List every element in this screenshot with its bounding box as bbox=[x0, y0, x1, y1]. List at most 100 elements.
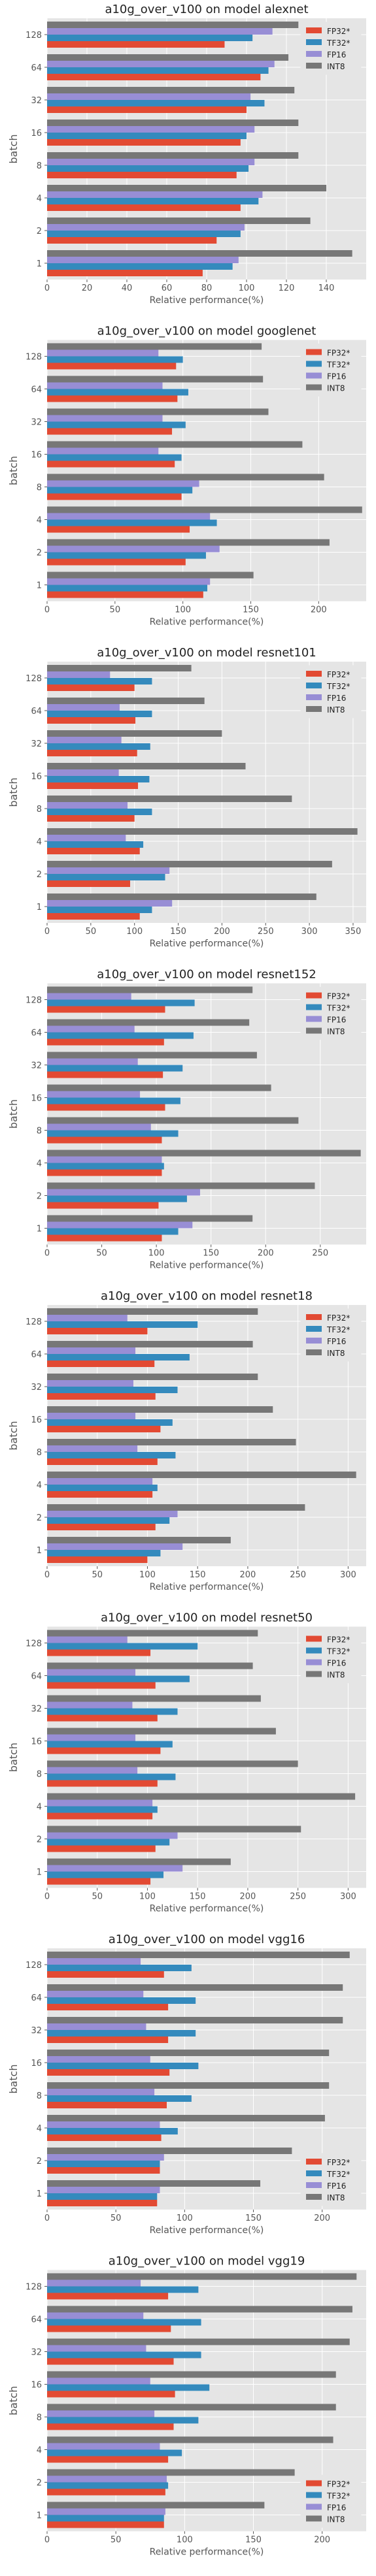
bar-FP32-batch-64 bbox=[47, 1038, 164, 1046]
x-tick-label: 50 bbox=[110, 605, 121, 615]
bar-FP32-batch-2 bbox=[47, 1202, 159, 1209]
bar-FP32-batch-4 bbox=[47, 2456, 169, 2463]
legend-label: INT8 bbox=[327, 2193, 345, 2202]
legend-label: TF32* bbox=[326, 682, 350, 691]
bar-FP32-batch-4 bbox=[47, 848, 140, 854]
bar-TF32-batch-2 bbox=[47, 874, 165, 880]
x-tick-label: 100 bbox=[175, 605, 191, 615]
x-tick-label: 150 bbox=[190, 1570, 206, 1580]
y-tick-label: 4 bbox=[37, 1481, 42, 1490]
bar-FP32-batch-8 bbox=[47, 2102, 167, 2108]
bar-INT8-batch-128 bbox=[47, 22, 299, 28]
x-tick-label: 0 bbox=[44, 1249, 50, 1259]
bar-FP32-batch-2 bbox=[47, 880, 131, 887]
bar-FP32-batch-2 bbox=[47, 2488, 165, 2496]
x-axis-label: Relative performance(%) bbox=[150, 1582, 264, 1592]
legend-label: TF32* bbox=[326, 2492, 350, 2501]
legend-label: FP32* bbox=[327, 2480, 350, 2489]
legend-label: INT8 bbox=[327, 1349, 345, 1358]
y-tick-label: 4 bbox=[37, 2446, 42, 2456]
bar-FP16-batch-1 bbox=[47, 2508, 165, 2515]
x-tick-label: 0 bbox=[44, 2214, 50, 2223]
legend-swatch bbox=[306, 1659, 322, 1666]
legend-swatch bbox=[306, 992, 322, 999]
legend-label: INT8 bbox=[327, 2515, 345, 2524]
y-tick-label: 16 bbox=[31, 2059, 42, 2069]
y-tick-label: 64 bbox=[31, 1350, 42, 1360]
bar-TF32-batch-64 bbox=[47, 1675, 190, 1682]
bar-TF32-batch-1 bbox=[47, 907, 152, 913]
legend-label: FP32* bbox=[327, 27, 350, 36]
x-tick-label: 0 bbox=[44, 283, 50, 293]
x-tick-label: 100 bbox=[239, 283, 255, 293]
x-tick-label: 250 bbox=[290, 1892, 306, 1902]
legend-swatch bbox=[306, 1314, 322, 1320]
bar-INT8-batch-4 bbox=[47, 2436, 333, 2443]
bar-FP16-batch-128 bbox=[47, 671, 111, 678]
legend-label: FP32* bbox=[327, 1635, 350, 1645]
y-tick-label: 4 bbox=[37, 837, 42, 847]
legend-swatch bbox=[306, 1027, 322, 1034]
bar-FP16-batch-8 bbox=[47, 1445, 138, 1452]
chart-title: a10g_over_v100 on model resnet152 bbox=[97, 968, 316, 982]
bar-FP16-batch-4 bbox=[47, 1156, 162, 1163]
legend: FP32* TF32* FP16 INT8 bbox=[300, 344, 362, 396]
bar-FP32-batch-16 bbox=[47, 2391, 175, 2398]
bar-TF32-batch-1 bbox=[47, 585, 208, 592]
legend: FP32* TF32* FP16 INT8 bbox=[300, 2475, 362, 2528]
bar-FP32-batch-128 bbox=[47, 684, 135, 691]
bar-INT8-batch-16 bbox=[47, 1728, 276, 1735]
y-tick-label: 4 bbox=[37, 516, 42, 526]
bar-FP16-batch-2 bbox=[47, 2154, 164, 2161]
bar-TF32-batch-32 bbox=[47, 1708, 178, 1715]
bar-FP32-batch-2 bbox=[47, 558, 186, 566]
bar-FP16-batch-2 bbox=[47, 1189, 200, 1196]
bar-INT8-batch-128 bbox=[47, 986, 253, 993]
bar-INT8-batch-4 bbox=[47, 506, 362, 513]
bar-FP32-batch-1 bbox=[47, 2521, 164, 2528]
bar-FP16-batch-128 bbox=[47, 1958, 141, 1965]
y-tick-label: 4 bbox=[37, 1159, 42, 1169]
legend-label: INT8 bbox=[327, 1671, 345, 1680]
bar-FP32-batch-128 bbox=[47, 1649, 151, 1656]
y-axis-label: batch bbox=[7, 2386, 20, 2415]
bar-FP32-batch-8 bbox=[47, 1780, 158, 1787]
bar-FP16-batch-64 bbox=[47, 1991, 144, 1997]
bar-INT8-batch-16 bbox=[47, 441, 303, 448]
bar-FP16-batch-8 bbox=[47, 1767, 138, 1774]
bar-INT8-batch-4 bbox=[47, 1472, 356, 1478]
bar-FP16-batch-16 bbox=[47, 769, 119, 776]
legend: FP32* TF32* FP16 INT8 bbox=[300, 22, 362, 75]
y-tick-label: 8 bbox=[37, 1448, 42, 1458]
chart-title: a10g_over_v100 on model googlenet bbox=[97, 325, 316, 338]
bar-INT8-batch-16 bbox=[47, 1406, 273, 1413]
bar-TF32-batch-1 bbox=[47, 1228, 179, 1235]
x-tick-label: 150 bbox=[245, 2536, 262, 2545]
y-tick-label: 1 bbox=[37, 1225, 42, 1234]
bar-TF32-batch-16 bbox=[47, 1419, 173, 1426]
bar-TF32-batch-64 bbox=[47, 1354, 190, 1360]
bar-FP32-batch-128 bbox=[47, 41, 225, 48]
bar-FP32-batch-1 bbox=[47, 1234, 162, 1242]
y-axis-label: batch bbox=[7, 1099, 20, 1129]
y-tick-label: 2 bbox=[37, 1513, 42, 1523]
legend-label: FP32* bbox=[327, 992, 350, 1001]
legend: FP32* TF32* FP16 INT8 bbox=[300, 1630, 362, 1683]
bar-FP16-batch-4 bbox=[47, 2443, 160, 2450]
bar-TF32-batch-1 bbox=[47, 1871, 164, 1878]
y-tick-label: 64 bbox=[31, 1029, 42, 1038]
y-axis-label: batch bbox=[7, 1743, 20, 1772]
bar-INT8-batch-64 bbox=[47, 1019, 250, 1026]
legend-box bbox=[300, 2153, 362, 2206]
bar-FP16-batch-4 bbox=[47, 191, 263, 198]
bar-TF32-batch-4 bbox=[47, 841, 144, 848]
legend-swatch bbox=[306, 2504, 322, 2510]
chart-panel-6: a10g_over_v100 on model vgg16 1 2 4 8 16 32 64 1… bbox=[7, 1933, 366, 2236]
y-tick-label: 8 bbox=[37, 161, 42, 171]
bar-INT8-batch-4 bbox=[47, 1793, 356, 1800]
bar-INT8-batch-32 bbox=[47, 2017, 343, 2023]
chart-panel-7: a10g_over_v100 on model vgg19 1 2 4 8 16 32 64 1… bbox=[7, 2255, 366, 2558]
y-tick-label: 1 bbox=[37, 259, 42, 269]
bar-FP32-batch-8 bbox=[47, 493, 182, 500]
bar-TF32-batch-8 bbox=[47, 1773, 176, 1780]
